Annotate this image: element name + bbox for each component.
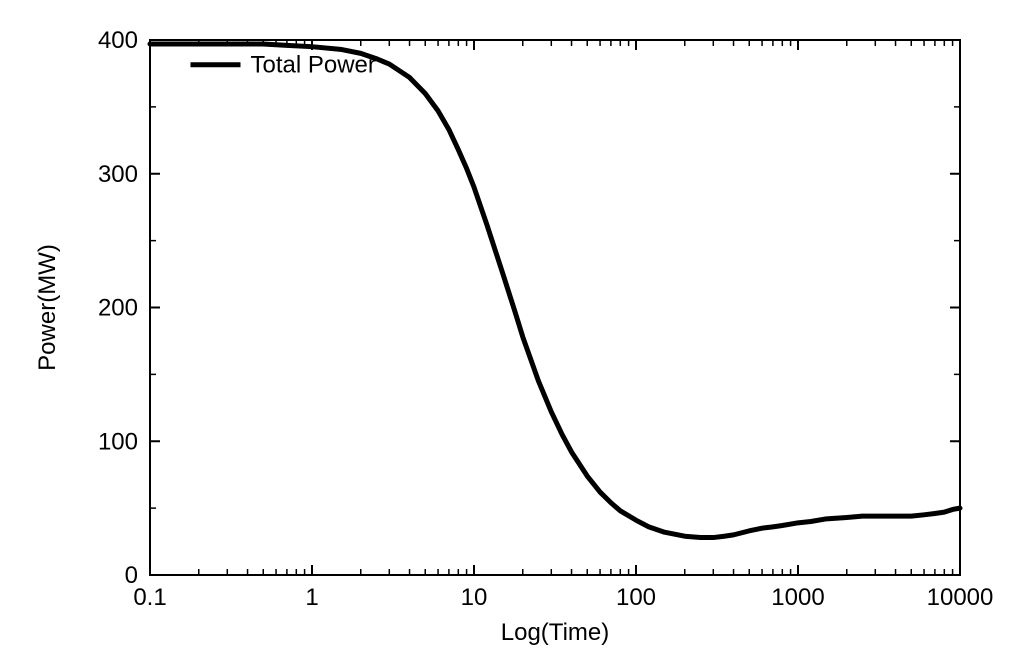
y-tick-label: 200 bbox=[98, 295, 138, 322]
y-tick-label: 300 bbox=[98, 161, 138, 188]
x-tick-label: 1000 bbox=[771, 584, 824, 611]
x-axis-label: Log(Time) bbox=[501, 619, 609, 646]
x-tick-label: 100 bbox=[616, 584, 656, 611]
x-tick-label: 10 bbox=[461, 584, 488, 611]
power-vs-time-chart: 0.1 1 10 100 1000 10000 0 100 200 300 400 Log(Time)… bbox=[0, 0, 1028, 670]
plot-area bbox=[150, 40, 960, 575]
x-tick-label: 1 bbox=[305, 584, 318, 611]
x-tick-label: 10000 bbox=[927, 584, 994, 611]
y-axis-label: Power(MW) bbox=[34, 244, 61, 371]
legend-label: Total Power bbox=[251, 52, 376, 79]
x-tick-label: 0.1 bbox=[133, 584, 166, 611]
y-tick-label: 100 bbox=[98, 428, 138, 455]
y-tick-label: 400 bbox=[98, 27, 138, 54]
chart-svg: 0.1 1 10 100 1000 10000 0 100 200 300 400 Log(Time)… bbox=[0, 0, 1028, 670]
y-tick-label: 0 bbox=[125, 562, 138, 589]
